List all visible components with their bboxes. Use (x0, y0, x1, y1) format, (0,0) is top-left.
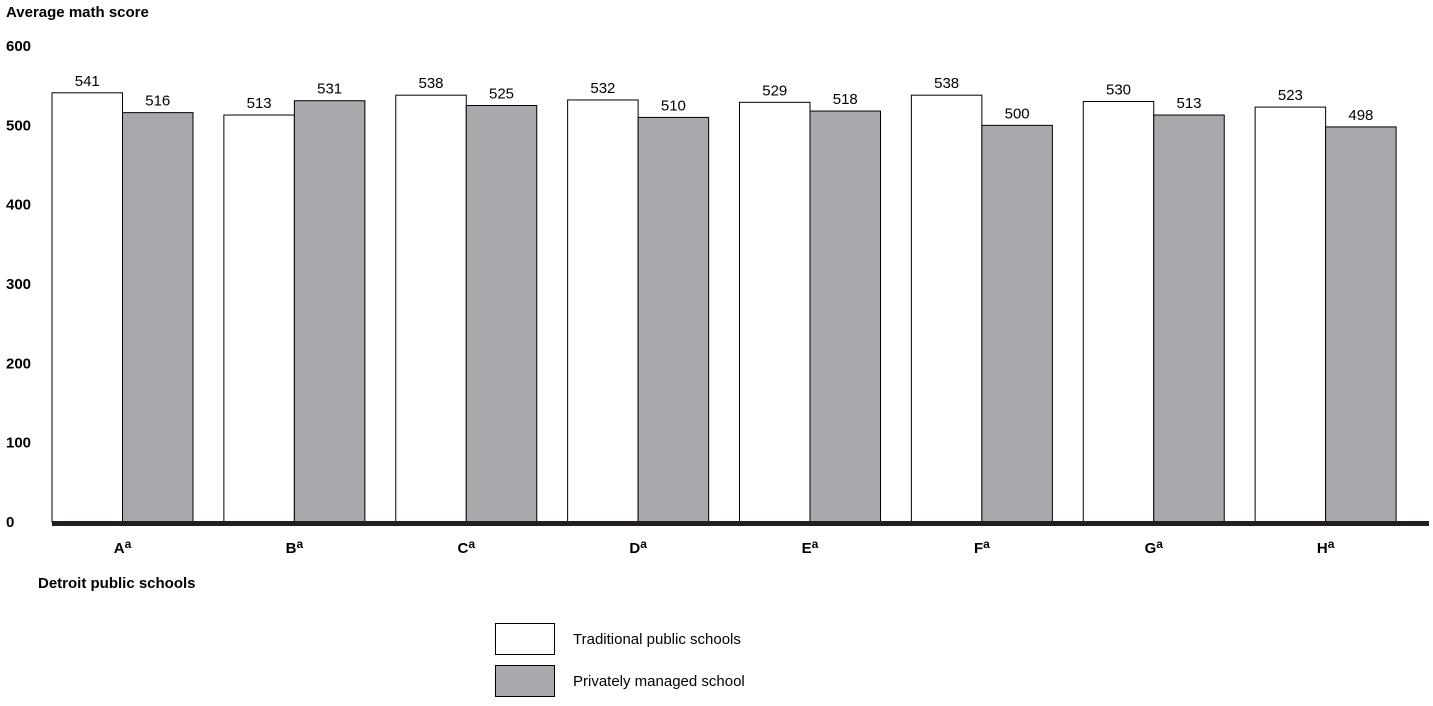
data-label-f-series-1: 538 (934, 75, 959, 92)
data-label-e-series-2: 518 (833, 91, 858, 108)
data-label-a-series-1: 541 (75, 73, 100, 90)
bar-e-series-2 (809, 110, 881, 523)
x-tick-label-e: Ea (802, 537, 819, 557)
bar-g-series-2 (1153, 114, 1225, 523)
bar-g-series-1 (1082, 101, 1155, 523)
y-tick-label-200: 200 (6, 355, 31, 372)
x-tick-label-b: Ba (286, 537, 304, 557)
data-label-e-series-1: 529 (762, 82, 787, 99)
y-tick-label-100: 100 (6, 435, 31, 452)
y-tick-label-500: 500 (6, 117, 31, 134)
y-axis-title: Average math score (6, 4, 149, 21)
bar-e-series-1 (739, 101, 811, 523)
legend-swatch-traditional (495, 623, 555, 655)
legend-item-private: Privately managed school (495, 664, 745, 698)
data-label-b-series-1: 513 (247, 95, 272, 112)
data-label-b-series-2: 531 (317, 81, 342, 98)
bar-b-series-2 (293, 100, 366, 523)
y-tick-label-300: 300 (6, 276, 31, 293)
bar-f-series-1 (910, 94, 983, 523)
data-label-f-series-2: 500 (1005, 105, 1030, 122)
data-label-d-series-2: 510 (661, 97, 686, 114)
bar-c-series-1 (395, 94, 467, 523)
data-label-d-series-1: 532 (590, 80, 615, 97)
bar-c-series-2 (465, 105, 538, 523)
x-tick-label-d: Da (629, 537, 647, 557)
x-tick-label-g: Ga (1145, 537, 1164, 557)
legend-item-traditional: Traditional public schools (495, 622, 745, 656)
bar-d-series-1 (567, 99, 639, 523)
bar-d-series-2 (637, 116, 710, 523)
data-label-c-series-2: 525 (489, 86, 514, 103)
y-tick-label-0: 0 (6, 514, 14, 531)
bar-a-series-1 (51, 92, 123, 523)
x-tick-label-f: Fa (974, 537, 990, 557)
x-axis-baseline (52, 521, 1429, 526)
data-label-c-series-1: 538 (418, 75, 443, 92)
data-label-a-series-2: 516 (145, 93, 170, 110)
bar-f-series-2 (981, 124, 1053, 523)
bar-h-series-1 (1254, 106, 1327, 523)
y-tick-label-600: 600 (6, 38, 31, 55)
x-tick-label-h: Ha (1317, 537, 1335, 557)
bar-chart: 0 100 200 300 400 500 600 541 516 Aa 513 531 Ba 538 52… (6, 38, 1429, 557)
bar-a-series-2 (122, 112, 194, 523)
x-tick-label-a: Aa (114, 537, 132, 557)
legend-label-traditional: Traditional public schools (573, 630, 741, 648)
data-label-h-series-2: 498 (1348, 107, 1373, 124)
legend: Traditional public schools Privately man… (495, 622, 745, 706)
bar-b-series-1 (223, 114, 295, 523)
x-axis-title: Detroit public schools (38, 575, 196, 592)
data-label-g-series-2: 513 (1176, 95, 1201, 112)
x-tick-label-c: Ca (457, 537, 475, 557)
y-tick-label-400: 400 (6, 197, 31, 214)
data-label-g-series-1: 530 (1106, 82, 1131, 99)
data-label-h-series-1: 523 (1278, 87, 1303, 104)
bar-h-series-2 (1325, 126, 1397, 523)
legend-swatch-private (495, 665, 555, 697)
legend-label-private: Privately managed school (573, 672, 745, 690)
